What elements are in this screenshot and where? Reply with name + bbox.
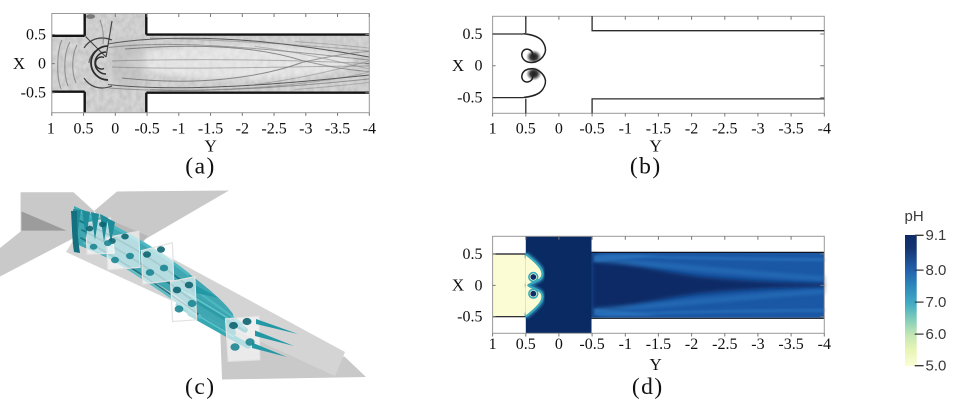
svg-text:X: X	[452, 56, 464, 75]
svg-text:-4: -4	[818, 121, 831, 138]
svg-text:(c): (c)	[185, 374, 216, 400]
svg-text:X: X	[13, 54, 25, 73]
svg-text:0: 0	[555, 121, 563, 138]
svg-text:-3: -3	[751, 121, 764, 138]
svg-text:-3: -3	[299, 121, 312, 138]
svg-text:-3.5: -3.5	[778, 336, 803, 353]
svg-text:0: 0	[111, 121, 119, 138]
svg-text:(d): (d)	[632, 374, 664, 400]
svg-text:-2.5: -2.5	[261, 121, 286, 138]
svg-text:-3.5: -3.5	[325, 121, 350, 138]
svg-text:Y: Y	[205, 137, 217, 156]
svg-text:Y: Y	[650, 137, 662, 156]
svg-text:pH: pH	[905, 208, 924, 225]
svg-text:X: X	[452, 276, 464, 295]
svg-text:-2: -2	[236, 121, 249, 138]
svg-text:0.5: 0.5	[26, 27, 46, 44]
svg-text:-0.5: -0.5	[134, 121, 159, 138]
svg-text:-2.5: -2.5	[712, 336, 737, 353]
svg-text:-2: -2	[685, 121, 698, 138]
svg-text:0.5: 0.5	[463, 246, 483, 263]
svg-text:0.5: 0.5	[516, 336, 536, 353]
svg-text:-3.5: -3.5	[778, 121, 803, 138]
svg-text:-4: -4	[363, 121, 376, 138]
svg-text:-0.5: -0.5	[579, 336, 604, 353]
svg-text:1: 1	[489, 336, 497, 353]
svg-text:-0.5: -0.5	[457, 309, 482, 326]
svg-text:(a): (a)	[185, 154, 216, 180]
svg-text:-1.5: -1.5	[646, 336, 671, 353]
svg-text:0: 0	[38, 56, 46, 73]
svg-text:0: 0	[475, 277, 483, 294]
svg-text:1: 1	[489, 121, 497, 138]
svg-text:0.5: 0.5	[516, 121, 536, 138]
svg-text:0: 0	[555, 336, 563, 353]
svg-text:-0.5: -0.5	[579, 121, 604, 138]
svg-text:-2.5: -2.5	[712, 121, 737, 138]
svg-text:-1: -1	[619, 121, 632, 138]
svg-text:-1: -1	[619, 336, 632, 353]
svg-text:-1: -1	[172, 121, 185, 138]
svg-text:8.0: 8.0	[926, 262, 947, 279]
svg-text:0.5: 0.5	[74, 121, 94, 138]
svg-text:-0.5: -0.5	[21, 85, 46, 102]
svg-text:-3: -3	[751, 336, 764, 353]
svg-text:1: 1	[47, 121, 55, 138]
svg-text:0: 0	[475, 58, 483, 75]
svg-text:(b): (b)	[630, 154, 662, 180]
svg-text:-1.5: -1.5	[646, 121, 671, 138]
svg-text:-4: -4	[818, 336, 831, 353]
svg-text:6.0: 6.0	[926, 326, 947, 343]
svg-text:9.1: 9.1	[926, 227, 947, 244]
svg-text:-0.5: -0.5	[457, 90, 482, 107]
svg-text:0.5: 0.5	[463, 26, 483, 43]
svg-text:-1.5: -1.5	[198, 121, 223, 138]
svg-text:5.0: 5.0	[926, 357, 947, 374]
svg-text:Y: Y	[650, 355, 662, 374]
svg-text:-2: -2	[685, 336, 698, 353]
svg-text:7.0: 7.0	[926, 294, 947, 311]
